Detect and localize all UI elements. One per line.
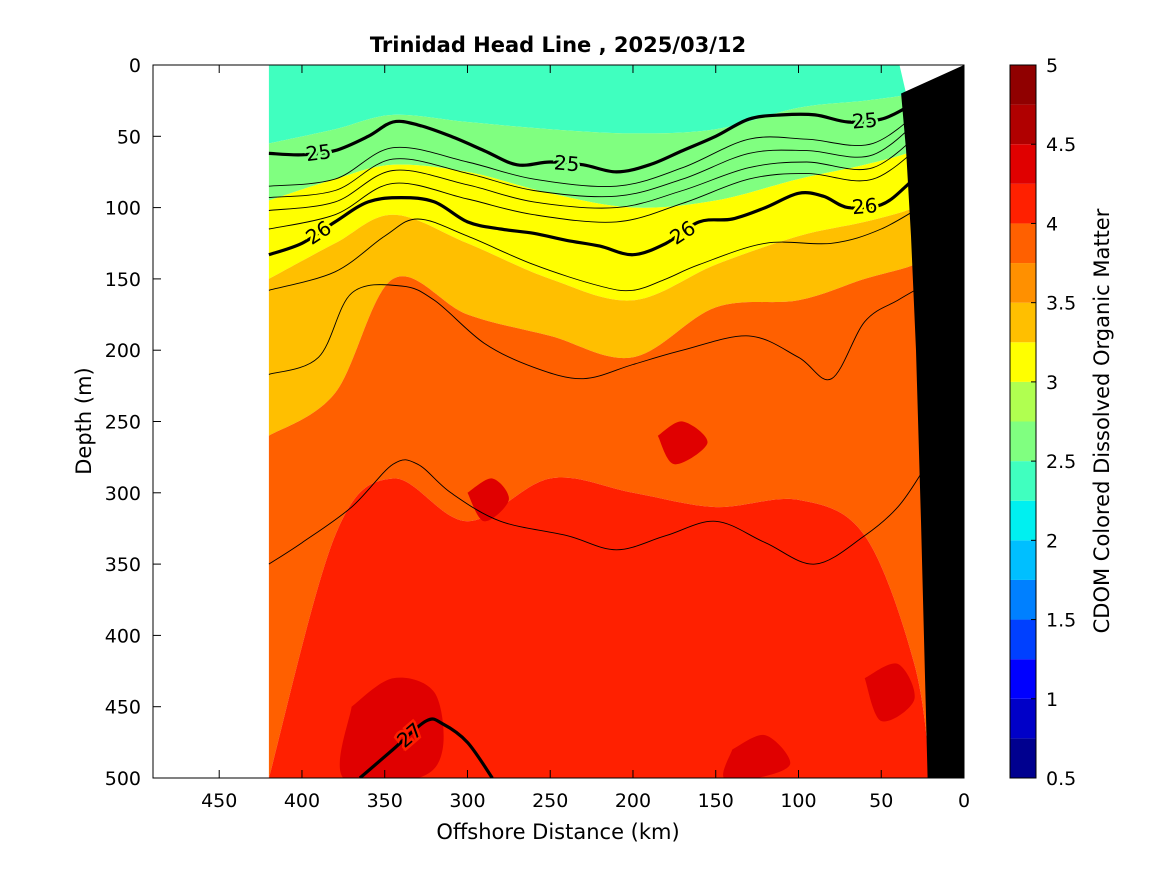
seafloor bbox=[899, 65, 964, 778]
y-tick-label: 450 bbox=[105, 697, 141, 719]
contour-line-25-2 bbox=[268, 100, 932, 188]
colorbar-swatch bbox=[1010, 738, 1036, 778]
colorbar-swatch bbox=[1010, 104, 1036, 145]
colorbar-swatch bbox=[1010, 540, 1036, 580]
y-tick-label: 250 bbox=[105, 412, 141, 434]
x-tick-label: 250 bbox=[532, 790, 568, 812]
colorbar-swatch bbox=[1010, 302, 1036, 343]
colorbar-swatch bbox=[1010, 223, 1036, 264]
x-tick-label: 150 bbox=[698, 790, 734, 812]
colorbar-swatch bbox=[1010, 263, 1036, 303]
y-tick-label: 150 bbox=[105, 269, 141, 291]
colorbar-tick-label: 1 bbox=[1046, 689, 1058, 711]
colorbar: 0.5 1 1.5 2 2.5 3 3.5 4 4.5 5 bbox=[1009, 55, 1076, 790]
colorbar-tick-label: 2 bbox=[1046, 530, 1058, 552]
y-tick-label: 50 bbox=[117, 126, 141, 148]
contour-line-25 bbox=[268, 92, 932, 174]
colorbar-swatch bbox=[1010, 461, 1036, 501]
y-tick-label: 500 bbox=[105, 768, 141, 790]
x-tick-label: 50 bbox=[869, 790, 893, 812]
colorbar-tick-label: 0.5 bbox=[1046, 768, 1076, 790]
colorbar-label: CDOM Colored Dissolved Organic Matter bbox=[1090, 208, 1114, 633]
contour-line-26-4 bbox=[268, 284, 923, 381]
contour-line-26-6 bbox=[268, 459, 923, 565]
y-tick-label: 200 bbox=[105, 340, 141, 362]
x-tick-label: 300 bbox=[449, 790, 485, 812]
x-tick-label: 450 bbox=[201, 790, 237, 812]
y-tick-label: 350 bbox=[105, 554, 141, 576]
cdom-field bbox=[268, 65, 931, 778]
colorbar-swatch bbox=[1010, 619, 1036, 660]
contour-line-25-8 bbox=[268, 135, 932, 230]
colorbar-tick-label: 2.5 bbox=[1046, 451, 1076, 473]
cdom-layer-intermediate bbox=[268, 250, 931, 778]
colorbar-swatch bbox=[1010, 342, 1036, 382]
contour-line-27 bbox=[358, 717, 494, 778]
y-tick-label: 100 bbox=[105, 198, 141, 220]
contour-label-25-0: 25 bbox=[304, 139, 332, 166]
colorbar-tick-label: 4 bbox=[1046, 213, 1058, 235]
cdom-patch-3 bbox=[864, 663, 915, 722]
cdom-layer-surface bbox=[268, 65, 931, 144]
colorbar-swatch bbox=[1010, 144, 1036, 184]
contour-label-25-2: 25 bbox=[851, 108, 878, 134]
colorbar-swatch bbox=[1010, 65, 1036, 105]
colorbar-swatch bbox=[1010, 421, 1036, 462]
y-tick-label: 300 bbox=[105, 483, 141, 505]
colorbar-swatch bbox=[1010, 381, 1036, 422]
seafloor-shelf bbox=[901, 65, 964, 778]
colorbar-swatch bbox=[1010, 698, 1036, 739]
y-tick-label: 400 bbox=[105, 625, 141, 647]
x-tick-label: 350 bbox=[367, 790, 403, 812]
y-axis-label: Depth (m) bbox=[72, 367, 96, 474]
y-axis: 0 50 100 150 200 250 300 350 400 450 500 bbox=[105, 55, 964, 790]
cdom-patch-2 bbox=[657, 421, 708, 465]
colorbar-tick-label: 1.5 bbox=[1046, 610, 1076, 632]
x-axis-label: Offshore Distance (km) bbox=[436, 820, 679, 844]
colorbar-frame bbox=[1009, 64, 1037, 779]
contour-label-26-2: 26 bbox=[851, 193, 878, 219]
colorbar-tick-label: 5 bbox=[1046, 55, 1058, 77]
contour-line-25-4 bbox=[268, 107, 932, 199]
x-axis: 450 400 350 300 250 200 150 100 50 0 bbox=[201, 65, 970, 812]
colorbar-tick-label: 3 bbox=[1046, 372, 1058, 394]
contour-line-26 bbox=[268, 159, 933, 257]
colorbar-swatch bbox=[1010, 659, 1036, 699]
colorbar-tick-label: 3.5 bbox=[1046, 293, 1076, 315]
colorbar-swatch bbox=[1010, 500, 1036, 541]
cdom-patch-0 bbox=[339, 677, 444, 778]
x-tick-label: 400 bbox=[284, 790, 320, 812]
x-tick-label: 200 bbox=[615, 790, 651, 812]
chart-title: Trinidad Head Line , 2025/03/12 bbox=[370, 33, 746, 57]
contour-line-26-2 bbox=[268, 200, 932, 292]
cdom-layer-pycnocline bbox=[268, 136, 931, 301]
x-tick-label: 100 bbox=[780, 790, 816, 812]
contour-line-25-6 bbox=[268, 121, 932, 211]
cdom-layer-transition bbox=[268, 193, 931, 436]
y-tick-label: 0 bbox=[129, 55, 141, 77]
colorbar-tick-label: 4.5 bbox=[1046, 134, 1076, 156]
x-tick-label: 0 bbox=[958, 790, 970, 812]
colorbar-swatch bbox=[1010, 579, 1036, 620]
cdom-patch-4 bbox=[723, 735, 791, 778]
colorbar-swatch bbox=[1010, 183, 1036, 224]
contour-label-25-1: 25 bbox=[553, 150, 580, 176]
